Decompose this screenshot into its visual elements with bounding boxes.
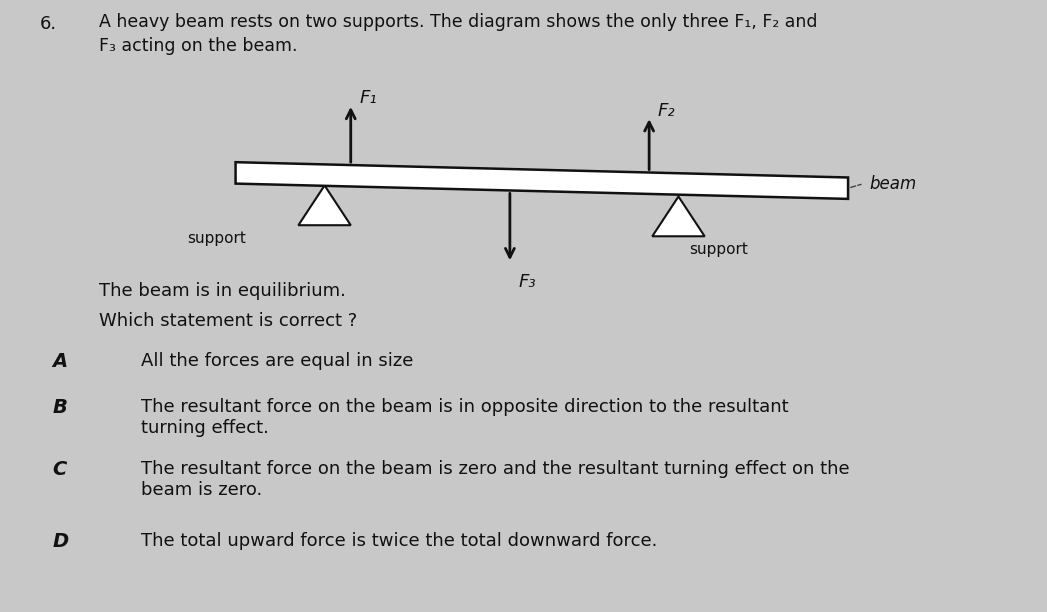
- Text: The beam is in equilibrium.: The beam is in equilibrium.: [99, 282, 347, 299]
- Text: C: C: [52, 460, 67, 479]
- Text: The total upward force is twice the total downward force.: The total upward force is twice the tota…: [141, 532, 658, 550]
- Polygon shape: [236, 162, 848, 199]
- Text: F₃ acting on the beam.: F₃ acting on the beam.: [99, 37, 298, 54]
- Text: The resultant force on the beam is in opposite direction to the resultant
turnin: The resultant force on the beam is in op…: [141, 398, 789, 436]
- Text: B: B: [52, 398, 67, 417]
- Text: F₁: F₁: [359, 89, 377, 107]
- Text: Which statement is correct ?: Which statement is correct ?: [99, 312, 358, 330]
- Text: beam: beam: [869, 174, 916, 193]
- Text: All the forces are equal in size: All the forces are equal in size: [141, 352, 414, 370]
- Text: 6.: 6.: [40, 15, 57, 33]
- Text: F₃: F₃: [518, 272, 536, 291]
- Text: A: A: [52, 352, 67, 371]
- Text: A heavy beam rests on two supports. The diagram shows the only three F₁, F₂ and: A heavy beam rests on two supports. The …: [99, 13, 818, 31]
- Text: F₂: F₂: [658, 102, 675, 121]
- Text: support: support: [689, 242, 748, 258]
- Text: The resultant force on the beam is zero and the resultant turning effect on the
: The resultant force on the beam is zero …: [141, 460, 850, 499]
- Text: support: support: [187, 231, 246, 247]
- Text: D: D: [52, 532, 69, 551]
- Polygon shape: [652, 196, 705, 236]
- Polygon shape: [298, 185, 351, 225]
